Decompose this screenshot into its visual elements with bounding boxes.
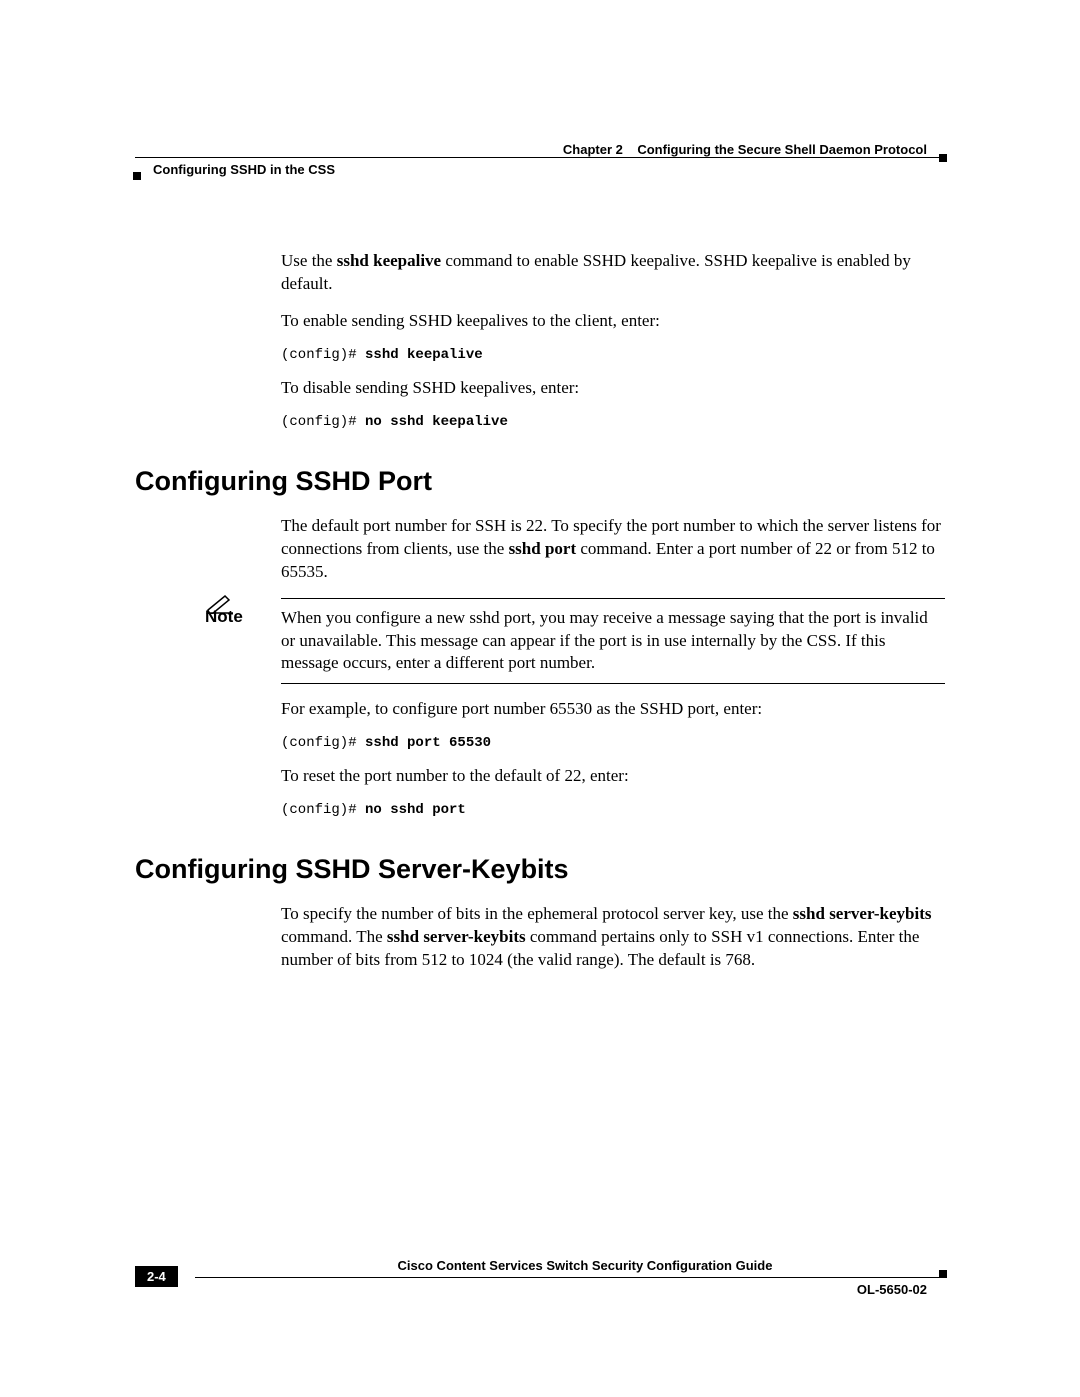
chapter-title: Configuring the Secure Shell Daemon Prot… xyxy=(637,142,927,157)
sec1-paragraph-2: For example, to configure port number 65… xyxy=(281,698,945,721)
note-text: When you configure a new sshd port, you … xyxy=(281,607,945,676)
page-container: Chapter 2 Configuring the Secure Shell D… xyxy=(0,0,1080,1397)
text: Use the xyxy=(281,251,337,270)
sec1-paragraph-1: The default port number for SSH is 22. T… xyxy=(281,515,945,584)
code-example-1: (config)# sshd keepalive xyxy=(281,347,945,363)
header-marker-left xyxy=(133,172,141,180)
note-block: Note When you configure a new sshd port,… xyxy=(205,598,945,685)
intro-paragraph-1: Use the sshd keepalive command to enable… xyxy=(281,250,945,296)
command-name: sshd server-keybits xyxy=(793,904,932,923)
command: no sshd port xyxy=(365,802,466,818)
prompt: (config)# xyxy=(281,414,365,430)
intro-paragraph-3: To disable sending SSHD keepalives, ente… xyxy=(281,377,945,400)
footer-rule: 2-4 xyxy=(195,1277,945,1278)
page-header: Chapter 2 Configuring the Secure Shell D… xyxy=(135,160,945,177)
sec2-paragraph-1: To specify the number of bits in the eph… xyxy=(281,903,945,972)
header-section-title: Configuring SSHD in the CSS xyxy=(135,162,945,177)
code-example-2: (config)# no sshd keepalive xyxy=(281,414,945,430)
intro-paragraph-2: To enable sending SSHD keepalives to the… xyxy=(281,310,945,333)
page-content: Use the sshd keepalive command to enable… xyxy=(135,250,945,986)
section-heading-keybits: Configuring SSHD Server-Keybits xyxy=(135,854,945,885)
code-example-3: (config)# sshd port 65530 xyxy=(281,735,945,751)
footer-marker xyxy=(939,1270,947,1278)
text: To specify the number of bits in the eph… xyxy=(281,904,793,923)
code-example-4: (config)# no sshd port xyxy=(281,802,945,818)
page-footer: Cisco Content Services Switch Security C… xyxy=(135,1258,945,1297)
doc-id-text: OL-5650-02 xyxy=(857,1282,927,1297)
command: no sshd keepalive xyxy=(365,414,508,430)
note-label: Note xyxy=(205,607,281,676)
command-name: sshd server-keybits xyxy=(387,927,526,946)
text: command. The xyxy=(281,927,387,946)
note-body: Note When you configure a new sshd port,… xyxy=(205,607,945,676)
prompt: (config)# xyxy=(281,802,365,818)
header-rule xyxy=(135,157,945,158)
footer-doc-id: OL-5650-02 xyxy=(135,1282,945,1297)
header-chapter: Chapter 2 Configuring the Secure Shell D… xyxy=(135,142,945,157)
chapter-label: Chapter 2 xyxy=(563,142,623,157)
command-name: sshd port xyxy=(509,539,577,558)
sec1-paragraph-3: To reset the port number to the default … xyxy=(281,765,945,788)
note-rule-bottom xyxy=(281,683,945,684)
section-heading-port: Configuring SSHD Port xyxy=(135,466,945,497)
command-name: sshd keepalive xyxy=(337,251,441,270)
header-marker-right xyxy=(939,154,947,162)
command: sshd port 65530 xyxy=(365,735,491,751)
note-pencil-icon xyxy=(205,592,235,614)
note-rule-top xyxy=(281,598,945,599)
footer-guide-title: Cisco Content Services Switch Security C… xyxy=(225,1258,945,1273)
prompt: (config)# xyxy=(281,347,365,363)
prompt: (config)# xyxy=(281,735,365,751)
command: sshd keepalive xyxy=(365,347,483,363)
